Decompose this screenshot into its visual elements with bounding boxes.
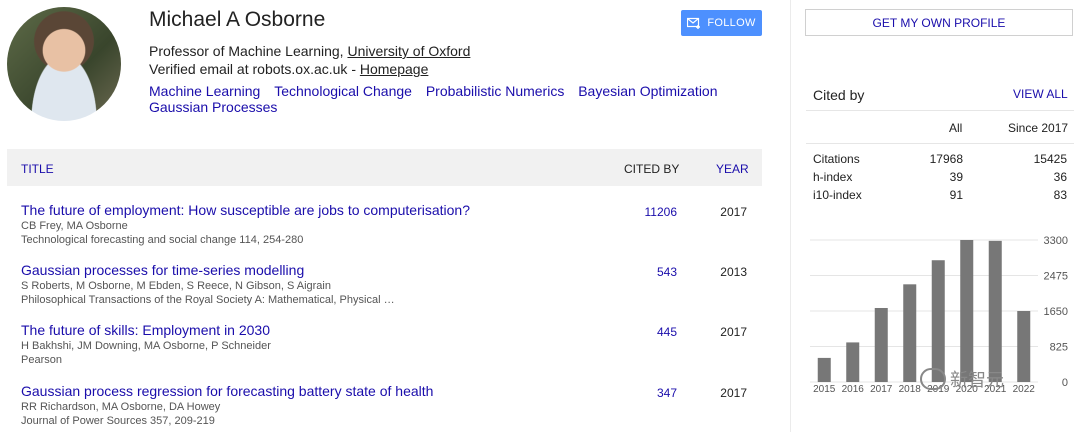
wechat-icon	[920, 368, 946, 390]
chart-bar	[874, 307, 888, 382]
cited-by-count[interactable]: 445	[656, 325, 677, 339]
publication-venue: Technological forecasting and social cha…	[21, 234, 304, 246]
verified-email: Verified email at robots.ox.ac.uk - Home…	[149, 61, 428, 77]
table-row: Gaussian processes for time-series model…	[21, 262, 762, 318]
stat-since: 36	[1053, 170, 1067, 184]
publication-authors: S Roberts, M Osborne, M Ebden, S Reece, …	[21, 280, 331, 292]
chart-bar	[1017, 311, 1031, 382]
y-tick-label: 825	[1050, 342, 1068, 354]
affiliation-link[interactable]: University of Oxford	[347, 43, 471, 59]
stat-label: Citations	[813, 152, 860, 166]
stat-label: i10-index	[813, 188, 862, 202]
sort-cited-by[interactable]: CITED BY	[624, 162, 680, 176]
sort-title[interactable]: TITLE	[21, 162, 54, 176]
publication-year: 2013	[720, 265, 747, 279]
cited-by-count[interactable]: 347	[656, 386, 677, 400]
stats-head-since: Since 2017	[1008, 121, 1069, 135]
chart-bar	[903, 284, 917, 382]
publication-year: 2017	[720, 205, 747, 219]
publication-venue: Journal of Power Sources 357, 209-219	[21, 415, 215, 427]
cited-by-heading: Cited by	[813, 87, 865, 103]
interest-link[interactable]: Gaussian Processes	[149, 99, 278, 115]
interest-link[interactable]: Probabilistic Numerics	[425, 83, 565, 99]
stat-label: h-index	[813, 170, 853, 184]
affiliation-prefix: Professor of Machine Learning,	[149, 43, 348, 59]
publication-authors: CB Frey, MA Osborne	[21, 220, 128, 232]
interest-link[interactable]: Technological Change	[274, 83, 412, 99]
email-prefix: Verified email at robots.ox.ac.uk -	[149, 61, 360, 77]
x-tick-label: 2020	[956, 384, 979, 395]
publication-title[interactable]: Gaussian processes for time-series model…	[21, 262, 305, 278]
panel-divider	[790, 0, 791, 432]
get-own-profile-button[interactable]: GET MY OWN PROFILE	[805, 9, 1073, 36]
publication-authors: H Bakhshi, JM Downing, MA Osborne, P Sch…	[21, 340, 271, 352]
stat-row: i10-index 91 83	[813, 188, 1067, 206]
publication-title[interactable]: The future of skills: Employment in 2030	[21, 322, 271, 338]
stat-row: Citations 17968 15425	[813, 152, 1067, 170]
citations-chart-svg: 3300 2475 1650 825 0 2015 2016 2017 2018 2019 2020…	[810, 235, 1068, 395]
chart-bar	[988, 240, 1002, 382]
x-tick-label: 2019	[927, 384, 950, 395]
stat-all: 91	[949, 188, 963, 202]
stat-all: 17968	[929, 152, 963, 166]
view-all-link[interactable]: VIEW ALL	[1013, 87, 1068, 101]
publication-year: 2017	[720, 386, 747, 400]
stat-since: 83	[1053, 188, 1067, 202]
x-tick-label: 2015	[813, 384, 836, 395]
y-tick-label: 0	[1062, 377, 1068, 389]
homepage-link[interactable]: Homepage	[359, 61, 429, 77]
divider	[806, 110, 1074, 111]
x-tick-label: 2016	[842, 384, 865, 395]
publication-year: 2017	[720, 325, 747, 339]
follow-label: FOLLOW	[707, 17, 756, 29]
y-tick-label: 2475	[1044, 271, 1068, 283]
table-header: TITLE CITED BY YEAR	[7, 149, 762, 186]
x-tick-label: 2018	[899, 384, 922, 395]
publication-venue: Philosophical Transactions of the Royal …	[21, 294, 395, 306]
publication-title[interactable]: The future of employment: How susceptibl…	[21, 202, 471, 218]
citations-chart: 3300 2475 1650 825 0 2015 2016 2017 2018 2019 2020…	[806, 230, 1076, 400]
y-tick-label: 1650	[1044, 306, 1068, 318]
y-tick-label: 3300	[1044, 235, 1068, 247]
divider	[806, 143, 1074, 144]
chart-bar	[817, 357, 831, 382]
table-row: The future of skills: Employment in 2030…	[21, 322, 762, 378]
stats-head-all: All	[949, 121, 963, 135]
cited-by-count[interactable]: 11206	[644, 205, 677, 219]
chart-bar	[960, 240, 974, 382]
follow-button[interactable]: FOLLOW	[681, 10, 762, 36]
watermark-text: 新智元	[950, 370, 1004, 390]
interest-link[interactable]: Machine Learning	[149, 83, 261, 99]
chart-bar	[931, 260, 945, 382]
profile-name: Michael A Osborne	[149, 8, 326, 31]
watermark: 新智元	[920, 366, 1004, 392]
publication-venue: Pearson	[21, 354, 62, 366]
chart-bar	[846, 342, 860, 382]
stat-row: h-index 39 36	[813, 170, 1067, 188]
research-interests: Machine Learning Technological Change Pr…	[149, 83, 749, 115]
cited-by-count[interactable]: 543	[656, 265, 677, 279]
mail-plus-icon	[687, 17, 701, 29]
x-tick-label: 2022	[1013, 384, 1036, 395]
stat-all: 39	[949, 170, 963, 184]
x-tick-label: 2017	[870, 384, 893, 395]
publication-authors: RR Richardson, MA Osborne, DA Howey	[21, 401, 221, 413]
avatar	[7, 7, 121, 121]
interest-link[interactable]: Bayesian Optimization	[578, 83, 718, 99]
x-tick-label: 2021	[984, 384, 1007, 395]
stat-since: 15425	[1033, 152, 1067, 166]
table-row: Gaussian process regression for forecast…	[21, 383, 762, 432]
table-row: The future of employment: How susceptibl…	[21, 202, 762, 258]
sort-year[interactable]: YEAR	[716, 162, 749, 176]
affiliation: Professor of Machine Learning, Universit…	[149, 43, 470, 59]
publication-title[interactable]: Gaussian process regression for forecast…	[21, 383, 434, 399]
